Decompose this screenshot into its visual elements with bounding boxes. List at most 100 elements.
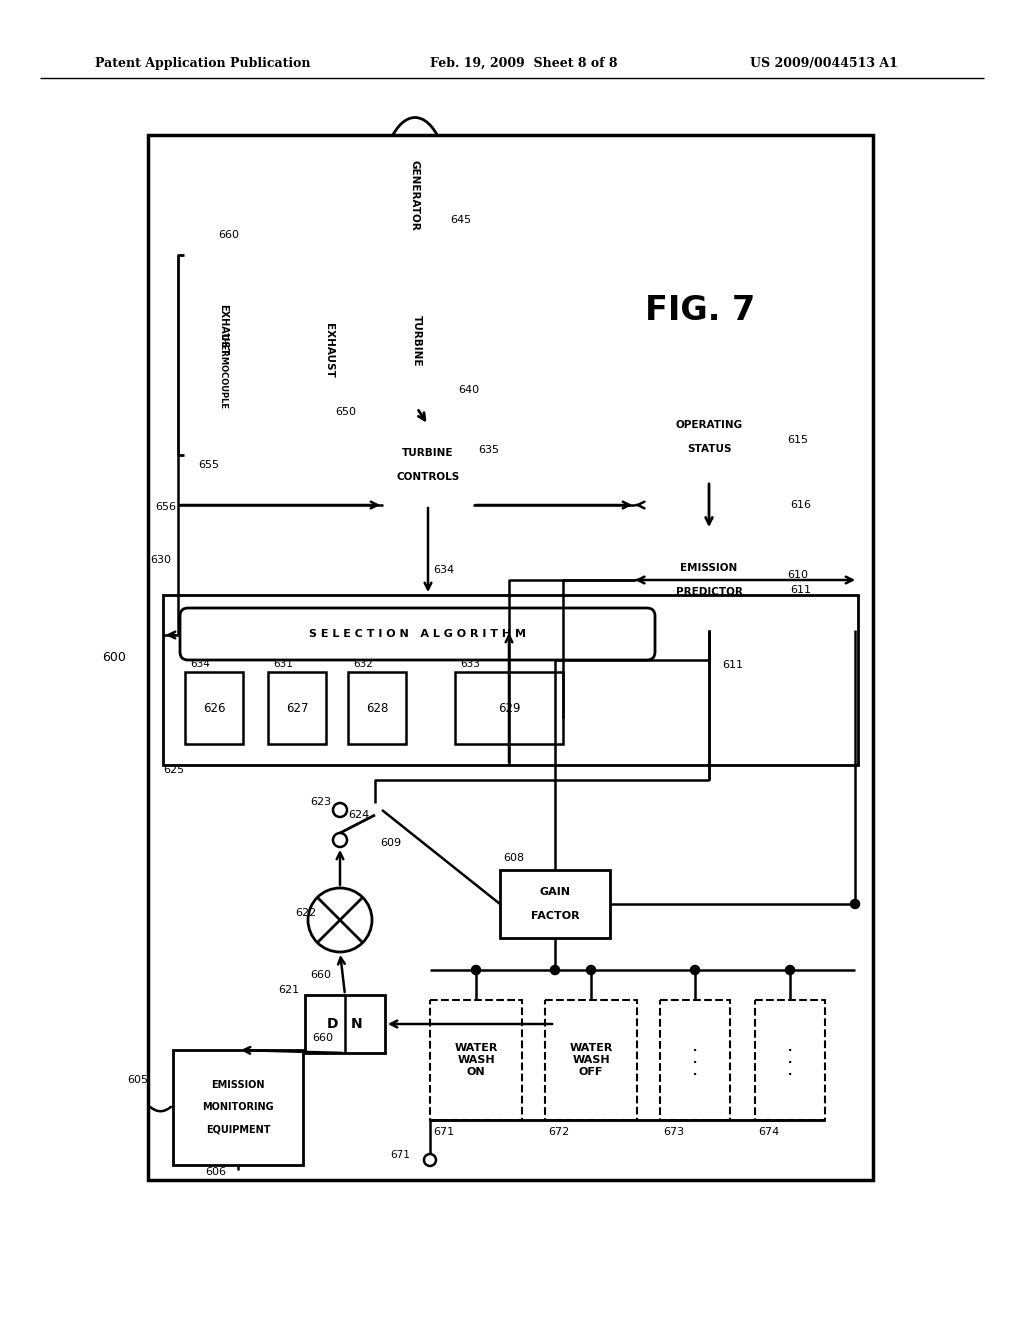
Text: WATER
WASH
ON: WATER WASH ON	[455, 1043, 498, 1077]
Text: 671: 671	[390, 1150, 410, 1160]
Text: 609: 609	[380, 838, 401, 847]
Bar	[755, 1001, 825, 1119]
Text: EQUIPMENT: EQUIPMENT	[206, 1125, 270, 1134]
Bar	[500, 870, 610, 939]
Text: PREDICTOR: PREDICTOR	[676, 587, 742, 597]
Text: STATUS: STATUS	[687, 444, 731, 454]
Text: 645: 645	[450, 215, 471, 224]
Text: FACTOR: FACTOR	[530, 911, 580, 921]
Bar	[300, 300, 358, 400]
Bar	[163, 595, 858, 766]
Text: D: D	[328, 1016, 339, 1031]
Bar	[193, 240, 253, 459]
Text: GAIN: GAIN	[540, 887, 570, 898]
Text: TURBINE: TURBINE	[412, 314, 422, 366]
Bar	[255, 780, 870, 1170]
Bar	[455, 672, 563, 744]
Text: 650: 650	[335, 407, 356, 417]
Text: 660: 660	[312, 1034, 333, 1043]
Text: 616: 616	[790, 500, 811, 510]
Text: GENERATOR: GENERATOR	[410, 160, 420, 231]
Text: 655: 655	[198, 459, 219, 470]
Text: 610: 610	[787, 570, 808, 579]
Text: EXHAUST: EXHAUST	[218, 305, 228, 355]
Text: 656: 656	[155, 502, 176, 512]
Text: FIG. 7: FIG. 7	[645, 293, 755, 326]
Bar	[358, 319, 383, 380]
Text: 608: 608	[503, 853, 524, 863]
Text: Feb. 19, 2009  Sheet 8 of 8: Feb. 19, 2009 Sheet 8 of 8	[430, 57, 617, 70]
Text: 660: 660	[218, 230, 239, 240]
Text: .
.
.: . . .	[693, 1043, 697, 1077]
Bar	[430, 1001, 522, 1119]
Bar	[635, 531, 783, 630]
Text: 672: 672	[548, 1127, 569, 1137]
Circle shape	[851, 900, 859, 908]
Text: 640: 640	[458, 385, 479, 395]
Text: Patent Application Publication: Patent Application Publication	[95, 57, 310, 70]
Bar	[173, 1049, 303, 1166]
Text: 611: 611	[790, 585, 811, 595]
Text: 624: 624	[348, 810, 370, 820]
Circle shape	[333, 803, 347, 817]
Text: 623: 623	[310, 797, 331, 807]
Text: 660: 660	[310, 970, 331, 979]
Circle shape	[424, 1154, 436, 1166]
Text: THERMOCOUPLE: THERMOCOUPLE	[218, 331, 227, 408]
Text: 633: 633	[460, 659, 480, 669]
Text: 606: 606	[205, 1167, 226, 1177]
Text: EMISSION: EMISSION	[211, 1081, 265, 1090]
Circle shape	[786, 966, 794, 974]
Text: 627: 627	[286, 701, 308, 714]
Text: US 2009/0044513 A1: US 2009/0044513 A1	[750, 57, 898, 70]
Text: .
.
.: . . .	[787, 1043, 793, 1077]
Text: 634: 634	[433, 565, 454, 576]
Bar	[348, 672, 406, 744]
Text: CONTROLS: CONTROLS	[396, 473, 460, 482]
Text: N: N	[351, 1016, 362, 1031]
Text: EMISSION: EMISSION	[680, 564, 737, 573]
Bar	[660, 1001, 730, 1119]
Circle shape	[587, 966, 595, 974]
Text: 622: 622	[295, 908, 316, 917]
Bar	[545, 1001, 637, 1119]
Text: 634: 634	[190, 659, 210, 669]
Bar	[305, 995, 385, 1053]
Circle shape	[333, 833, 347, 847]
Bar	[598, 370, 853, 906]
FancyBboxPatch shape	[383, 273, 451, 408]
Text: 631: 631	[273, 659, 293, 669]
Circle shape	[472, 966, 480, 974]
Text: 626: 626	[203, 701, 225, 714]
Text: 600: 600	[102, 651, 126, 664]
Text: 632: 632	[353, 659, 373, 669]
Text: 629: 629	[498, 701, 520, 714]
FancyBboxPatch shape	[180, 609, 655, 660]
Text: S E L E C T I O N   A L G O R I T H M: S E L E C T I O N A L G O R I T H M	[309, 630, 526, 639]
Bar	[635, 393, 783, 480]
Bar	[148, 135, 873, 1180]
Text: 615: 615	[787, 436, 808, 445]
Text: 628: 628	[366, 701, 388, 714]
Text: MONITORING: MONITORING	[202, 1102, 273, 1113]
Circle shape	[551, 966, 559, 974]
Text: OPERATING: OPERATING	[676, 420, 742, 430]
Text: 630: 630	[150, 554, 171, 565]
Text: 605: 605	[127, 1074, 148, 1085]
Text: 671: 671	[433, 1127, 454, 1137]
Text: 611: 611	[722, 660, 743, 671]
Text: TURBINE: TURBINE	[402, 447, 454, 458]
Circle shape	[691, 966, 699, 974]
Text: 674: 674	[758, 1127, 779, 1137]
Circle shape	[308, 888, 372, 952]
Bar	[185, 672, 243, 744]
Ellipse shape	[380, 117, 450, 272]
Text: WATER
WASH
OFF: WATER WASH OFF	[569, 1043, 612, 1077]
Bar	[383, 425, 473, 506]
Text: 625: 625	[163, 766, 184, 775]
Text: 621: 621	[278, 985, 299, 995]
Text: 635: 635	[478, 445, 499, 455]
Text: EXHAUST: EXHAUST	[324, 322, 334, 378]
Bar	[268, 672, 326, 744]
Text: 673: 673	[663, 1127, 684, 1137]
